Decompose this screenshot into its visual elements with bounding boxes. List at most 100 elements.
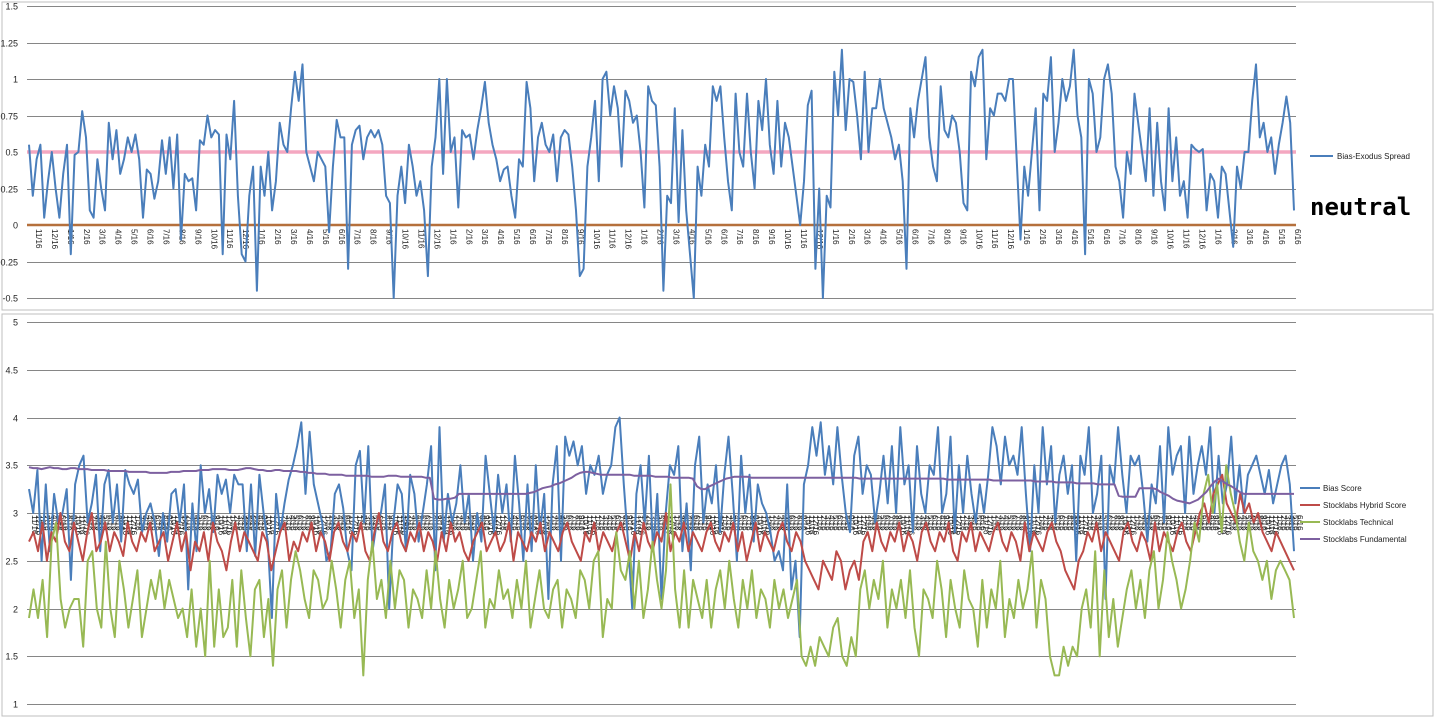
x-tick-label: 10/16 [169,515,178,536]
x-tick-label: 6/16 [1102,229,1111,245]
x-tick-label: 9/16 [193,229,202,245]
x-tick-label: 6/16 [1295,515,1304,531]
x-tick-label: 3/16 [1283,515,1292,531]
x-tick-label: 3/16 [601,515,610,531]
x-tick-label: 6/16 [719,229,728,245]
x-tick-label: 12/16 [432,229,441,250]
x-tick-label: 6/16 [565,515,574,531]
y-tick-label: 0.75 [0,112,18,122]
x-tick-label: 5/16 [1148,515,1157,531]
x-tick-label: 3/16 [1188,515,1197,531]
x-tick-label: 1/16 [448,229,457,245]
x-tick-label: 9/16 [435,515,444,531]
x-tick-label: 1/16 [1275,515,1284,531]
x-tick-label: 2/16 [962,515,971,531]
x-tick-label: 10/16 [312,515,321,536]
legend-entry: Bias Score [1323,484,1362,493]
x-tick-label: 12/16 [986,515,995,536]
x-tick-label: 2/16 [42,515,51,531]
x-tick-label: 1/16 [257,229,266,245]
x-tick-label: 3/16 [1236,515,1245,531]
series-line-bias-exodus-spread [28,48,1295,299]
x-tick-label: 2/16 [454,515,463,531]
x-tick-label: 6/16 [1010,515,1019,531]
x-tick-label: 12/16 [351,515,360,536]
x-tick-label: 2/16 [407,515,416,531]
x-tick-label: 12/16 [1081,515,1090,536]
x-tick-label: 11/16 [902,515,911,535]
y-tick-label: 0.5 [5,148,18,158]
x-tick-label: 11/16 [799,229,808,249]
x-tick-label: 7/16 [62,515,71,531]
x-tick-label: 1/16 [228,515,237,531]
x-tick-label: 9/16 [1212,515,1221,531]
x-tick-label: 9/16 [387,515,396,531]
x-tick-label: 11/16 [220,515,229,535]
x-tick-label: 5/16 [197,515,206,531]
x-tick-label: 5/16 [1053,515,1062,531]
x-tick-label: 3/16 [823,515,832,531]
x-tick-label: 6/16 [1057,515,1066,531]
x-tick-label: 10/16 [401,229,410,250]
x-tick-label: 8/16 [1017,515,1026,531]
y-tick-label: 1 [13,75,18,85]
x-tick-label: 5/16 [1101,515,1110,531]
x-tick-label: 9/16 [767,229,776,245]
x-tick-label: 6/16 [337,229,346,245]
x-tick-label: 2/16 [232,515,241,531]
x-tick-label: 2/16 [1184,515,1193,531]
x-tick-label: 9/16 [482,515,491,531]
x-tick-label: 12/16 [1271,515,1280,536]
x-tick-label: 3/16 [331,515,340,531]
x-tick-label: 8/16 [700,515,709,531]
x-tick-label: 8/16 [938,515,947,531]
scores-chart: 11.522.533.544.5511/1612/161/162/163/164… [1,313,1434,717]
x-tick-label: 9/16 [625,515,634,531]
x-tick-label: 2/16 [847,229,856,245]
x-tick-label: 7/16 [696,515,705,531]
x-tick-label: 9/16 [1150,229,1159,245]
x-tick-label: 1/16 [546,515,555,531]
x-tick-label: 11/16 [1172,515,1181,535]
x-tick-label: 12/16 [624,229,633,250]
series-line-stocklabs-hybrid-score [28,473,1295,591]
x-tick-label: 1/16 [910,515,919,531]
x-tick-label: 3/16 [918,515,927,531]
x-tick-label: 7/16 [1156,515,1165,531]
x-tick-label: 6/16 [911,229,920,245]
bias-exodus-spread-chart: -0.5 -0.25 0 0.25 0.5 0.75 1 1.25 1.5 11/16 12/16 1… [0,1,1434,311]
x-tick-label: 8/16 [1208,515,1217,531]
x-tick-label: 7/16 [162,229,171,245]
x-tick-label: 6/16 [146,229,155,245]
x-tick-label: 5/16 [561,515,570,531]
x-tick-label: 5/16 [512,229,521,245]
x-tick-label: 8/16 [1134,229,1143,245]
x-tick-label: 3/16 [1045,515,1054,531]
x-tick-label: 1/16 [133,515,142,531]
x-tick-label: 7/16 [1109,515,1118,531]
neutral-annotation: neutral [1310,193,1411,221]
y-tick-label: 1.25 [0,39,18,49]
x-tick-label: 11/16 [268,515,277,535]
x-tick-label: 4/16 [605,515,614,531]
x-tick-label: 7/16 [735,229,744,245]
series-line-stocklabs-technical [28,464,1295,677]
x-tick-label: 11/16 [1181,229,1190,249]
x-tick-label: 1/16 [720,515,729,531]
x-tick-label: 2/16 [819,515,828,531]
x-tick-label: 12/16 [815,229,824,250]
x-tick-label: 3/16 [236,515,245,531]
x-tick-label: 6/16 [1293,229,1302,245]
x-tick-label: 3/16 [289,229,298,245]
x-tick-label: 7/16 [427,515,436,531]
x-tick-label: 6/16 [1105,515,1114,531]
x-tick-label: 5/16 [895,229,904,245]
x-tick-label: 7/16 [205,515,214,531]
x-tick-label: 5/16 [609,515,618,531]
x-tick-label: 6/16 [423,515,432,531]
x-tick-label: 11/16 [225,229,234,249]
x-tick-label: 10/16 [974,229,983,250]
x-tick-label: 5/16 [371,515,380,531]
x-tick-label: 11/16 [78,515,87,535]
x-tick-label: 9/16 [576,229,585,245]
